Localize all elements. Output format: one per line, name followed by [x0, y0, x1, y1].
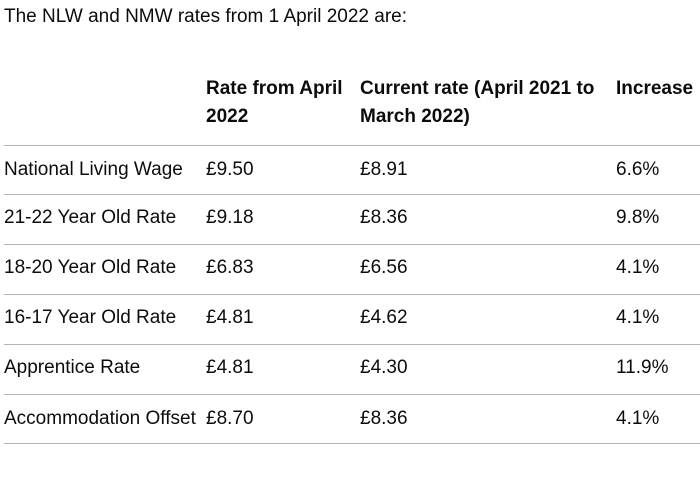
current-rate-cell: £6.56 [360, 244, 616, 295]
current-rate-cell: £8.36 [360, 194, 616, 245]
table-header-row: Rate from April 2022 Current rate (April… [4, 72, 700, 146]
row-label: 21-22 Year Old Rate [4, 194, 206, 245]
header-category [4, 72, 206, 146]
row-label: Accommodation Offset [4, 394, 206, 444]
increase-cell: 6.6% [616, 145, 700, 195]
increase-cell: 4.1% [616, 244, 700, 295]
rates-table: Rate from April 2022 Current rate (April… [4, 72, 700, 444]
table-row: 21-22 Year Old Rate £9.18 £8.36 9.8% [4, 194, 700, 245]
current-rate-cell: £8.91 [360, 145, 616, 195]
current-rate-cell: £8.36 [360, 394, 616, 444]
current-rate-cell: £4.30 [360, 344, 616, 395]
header-current-rate: Current rate (April 2021 to March 2022) [360, 72, 616, 146]
intro-text: The NLW and NMW rates from 1 April 2022 … [4, 6, 408, 27]
table-row: 16-17 Year Old Rate £4.81 £4.62 4.1% [4, 294, 700, 345]
increase-cell: 4.1% [616, 294, 700, 345]
increase-cell: 11.9% [616, 344, 700, 395]
rate-from-april-2022-cell: £9.18 [206, 194, 360, 245]
rate-from-april-2022-cell: £8.70 [206, 394, 360, 444]
header-rate-from-april-2022: Rate from April 2022 [206, 72, 360, 146]
header-increase: Increase [616, 72, 700, 146]
rate-from-april-2022-cell: £6.83 [206, 244, 360, 295]
increase-cell: 4.1% [616, 394, 700, 444]
row-label: 18-20 Year Old Rate [4, 244, 206, 295]
rate-from-april-2022-cell: £4.81 [206, 294, 360, 345]
table-row: Accommodation Offset £8.70 £8.36 4.1% [4, 394, 700, 444]
row-label: National Living Wage [4, 145, 206, 195]
current-rate-cell: £4.62 [360, 294, 616, 345]
table-row: National Living Wage £9.50 £8.91 6.6% [4, 145, 700, 195]
rate-from-april-2022-cell: £9.50 [206, 145, 360, 195]
increase-cell: 9.8% [616, 194, 700, 245]
table-row: Apprentice Rate £4.81 £4.30 11.9% [4, 344, 700, 395]
table-row: 18-20 Year Old Rate £6.83 £6.56 4.1% [4, 244, 700, 295]
row-label: 16-17 Year Old Rate [4, 294, 206, 345]
row-label: Apprentice Rate [4, 344, 206, 395]
rate-from-april-2022-cell: £4.81 [206, 344, 360, 395]
